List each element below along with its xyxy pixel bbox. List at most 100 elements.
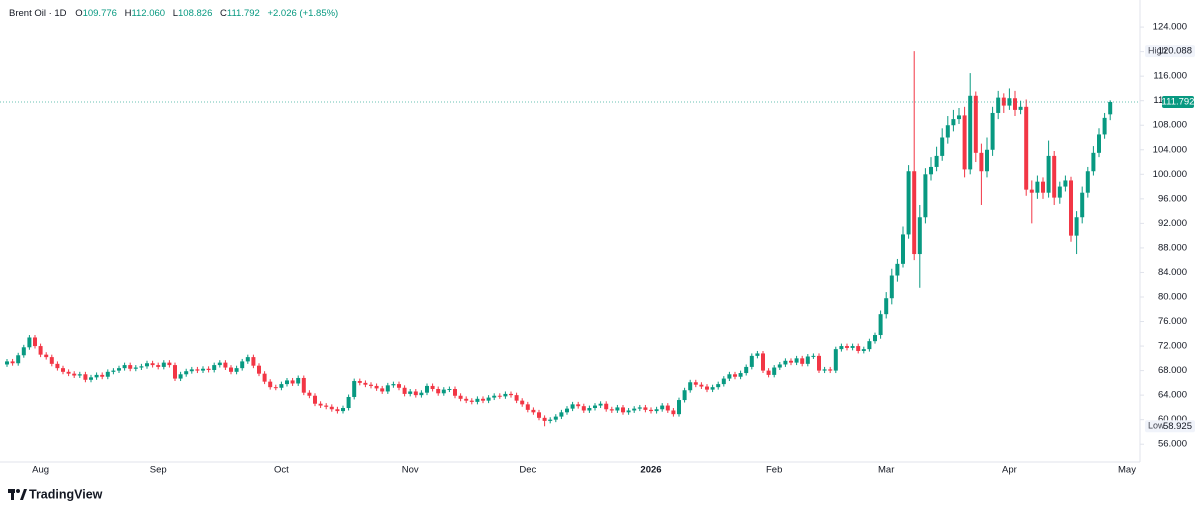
chart-header: Brent Oil · 1D O109.776 H112.060 L108.82… <box>9 8 338 19</box>
candle-body <box>66 371 71 374</box>
candle-body <box>1001 97 1006 106</box>
x-tick-label: Aug <box>32 465 49 476</box>
last-price-label: 111.792 <box>1162 96 1195 107</box>
last-price-tag <box>1162 95 1194 108</box>
candle-body <box>626 410 631 413</box>
candle-body <box>184 371 189 375</box>
candle-body <box>335 409 340 412</box>
candle-body <box>38 346 43 355</box>
candle-body <box>1052 155 1057 198</box>
candle-body <box>800 358 805 364</box>
change-value: +2.026 (+1.85%) <box>267 8 338 19</box>
candle-body <box>637 407 642 409</box>
candles <box>5 51 1113 427</box>
candle-body <box>245 357 250 362</box>
candle-body <box>817 355 821 371</box>
candle-body <box>996 97 1001 113</box>
candle-body <box>279 384 284 388</box>
candle-body <box>553 416 558 420</box>
candle-body <box>878 314 883 336</box>
candle-body <box>895 263 900 276</box>
candle-body <box>1069 180 1073 236</box>
candle-body <box>223 362 228 368</box>
candle-body <box>1041 181 1045 193</box>
candle-body <box>856 346 861 351</box>
candle-body <box>682 390 687 401</box>
candle-body <box>285 380 289 385</box>
candle-body <box>408 391 413 394</box>
candle-body <box>189 369 194 372</box>
high-value: 112.060 <box>131 8 165 19</box>
candle-body <box>660 405 665 410</box>
candle-body <box>525 404 530 410</box>
candle-body <box>72 373 77 376</box>
high-label: High <box>1148 45 1167 55</box>
x-tick-label: Sep <box>150 465 167 476</box>
candle-body <box>570 404 575 409</box>
candle-body <box>329 406 334 410</box>
candle-body <box>1057 186 1062 198</box>
x-tick-label: Mar <box>878 465 894 476</box>
candle-body <box>509 393 513 396</box>
candle-body <box>1013 98 1017 110</box>
candle-body <box>537 412 541 418</box>
candle-body <box>861 349 866 351</box>
candle-body <box>772 367 777 375</box>
candle-body <box>828 369 833 371</box>
candle-body <box>761 353 765 371</box>
symbol: Brent Oil · 1D <box>9 8 67 19</box>
candle-body <box>923 174 928 218</box>
candle-body <box>565 408 569 413</box>
candle-body <box>884 298 889 315</box>
candle-body <box>531 409 536 413</box>
candle-body <box>609 409 614 411</box>
candle-body <box>369 384 373 386</box>
y-tick-label: 84.000 <box>1158 267 1187 278</box>
candle-body <box>979 152 984 172</box>
candle-body <box>559 412 564 417</box>
candle-body <box>548 419 553 421</box>
candle-body <box>940 137 945 156</box>
high-label: H <box>125 8 132 19</box>
candle-body <box>301 377 306 393</box>
candle-body <box>587 408 592 411</box>
candle-body <box>710 387 715 390</box>
candle-body <box>777 364 782 368</box>
y-tick-label: 68.000 <box>1158 365 1187 376</box>
candle-body <box>33 337 37 347</box>
candle-body <box>139 366 144 368</box>
candle-body <box>716 384 721 388</box>
candle-body <box>391 384 396 386</box>
candle-body <box>167 362 172 366</box>
candle-body <box>733 374 737 377</box>
candle-body <box>262 373 267 382</box>
candle-body <box>957 115 961 120</box>
high-value: 120.088 <box>1158 46 1192 57</box>
candle-body <box>128 365 133 369</box>
candle-body <box>486 397 491 401</box>
candle-body <box>973 95 978 153</box>
y-tick-label: 116.000 <box>1153 71 1187 82</box>
candle-body <box>173 365 177 379</box>
candle-body <box>598 403 603 406</box>
candle-body <box>430 385 435 390</box>
candle-body <box>105 371 110 377</box>
low-value: 58.925 <box>1163 421 1192 432</box>
candle-body <box>917 217 922 255</box>
candle-body <box>789 360 793 363</box>
candle-body <box>934 155 939 167</box>
candle-body <box>212 365 217 370</box>
candle-body <box>542 417 547 421</box>
x-tick-label: Feb <box>766 465 782 476</box>
candle-body <box>889 275 894 299</box>
candle-body <box>1007 98 1012 106</box>
candle-body <box>402 387 407 394</box>
candle-body <box>240 361 245 369</box>
x-tick-label: Apr <box>1002 465 1017 476</box>
close-value: 111.792 <box>227 8 260 19</box>
brand-name: TradingView <box>29 487 103 501</box>
logo-shape <box>16 489 20 493</box>
